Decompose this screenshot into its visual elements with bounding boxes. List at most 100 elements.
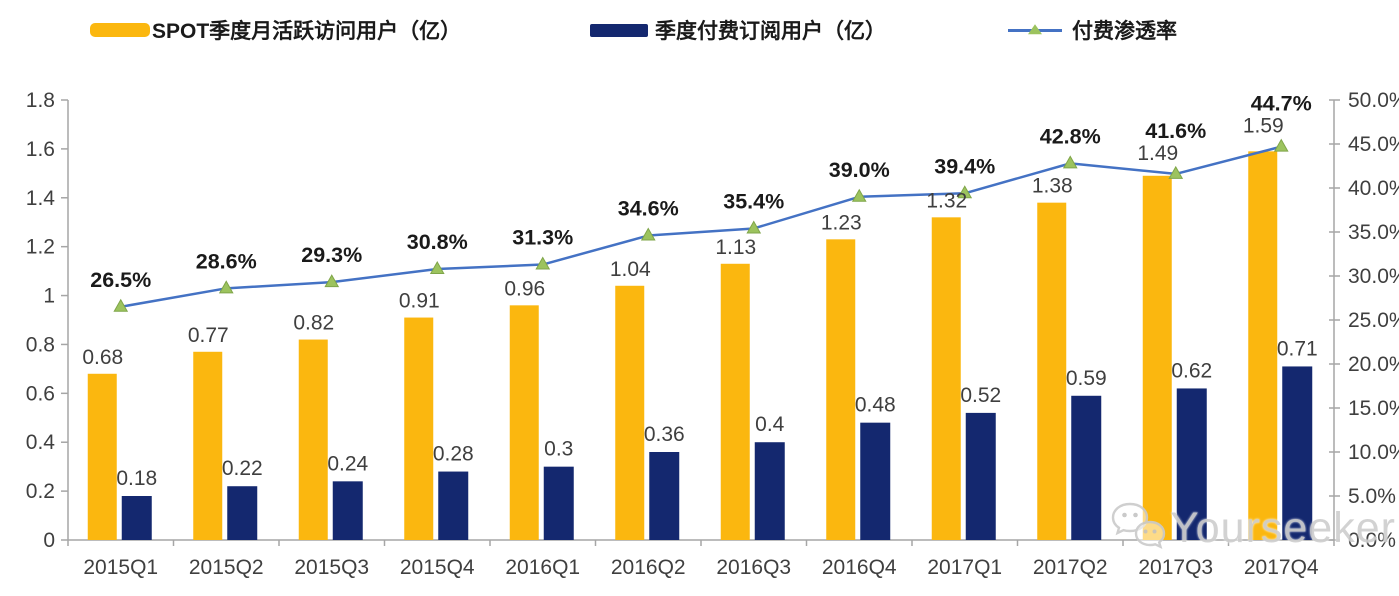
- mau-bar: [615, 285, 645, 540]
- penetration-marker: [851, 188, 867, 202]
- penetration-value-label: 44.7%: [1251, 92, 1312, 116]
- subscribers-value-label: 0.3: [544, 438, 573, 461]
- mau-bar: [193, 351, 223, 540]
- mau-value-label: 1.32: [926, 189, 967, 212]
- subscribers-bar: [121, 496, 152, 540]
- x-axis-tick-label: 2015Q4: [400, 556, 475, 579]
- subscribers-value-label: 0.24: [327, 452, 368, 475]
- penetration-marker: [1168, 165, 1184, 179]
- left-axis-tick-label: 0: [43, 529, 55, 552]
- penetration-legend-swatch: [1008, 24, 1062, 35]
- penetration-value-label: 28.6%: [196, 249, 257, 273]
- right-axis-tick-label: 40.0%: [1348, 177, 1399, 200]
- mau-bar: [826, 239, 856, 541]
- subscribers-bar: [332, 481, 363, 540]
- right-axis-tick-label: 50.0%: [1348, 89, 1399, 112]
- x-axis-tick-label: 2015Q3: [294, 556, 369, 579]
- penetration-value-label: 29.3%: [301, 243, 362, 267]
- mau-legend-swatch: [90, 23, 150, 37]
- penetration-marker: [113, 298, 129, 312]
- penetration-value-label: 42.8%: [1040, 124, 1101, 148]
- mau-bar: [1248, 151, 1278, 541]
- penetration-marker: [324, 274, 340, 288]
- mau-value-label: 1.38: [1032, 175, 1073, 198]
- subscribers-value-label: 0.59: [1066, 367, 1107, 390]
- subscribers-legend-swatch: [590, 23, 648, 37]
- penetration-marker: [1062, 155, 1078, 169]
- subscribers-bar: [649, 452, 680, 540]
- mau-bar: [1142, 175, 1172, 540]
- penetration-value-label: 26.5%: [90, 268, 151, 292]
- penetration-value-label: 39.0%: [829, 158, 890, 182]
- subscribers-value-label: 0.71: [1277, 337, 1318, 360]
- mau-value-label: 0.68: [82, 346, 123, 369]
- subscribers-value-label: 0.52: [960, 384, 1001, 407]
- right-axis-tick-label: 5.0%: [1348, 485, 1396, 508]
- penetration-marker: [218, 280, 234, 294]
- x-axis-tick-label: 2016Q3: [716, 556, 791, 579]
- mau-bar: [509, 305, 539, 540]
- left-axis-tick-label: 0.4: [26, 431, 56, 454]
- right-axis-tick-label: 25.0%: [1348, 309, 1399, 332]
- subscribers-bar: [754, 442, 785, 540]
- subscribers-bar: [438, 471, 469, 540]
- penetration-value-label: 31.3%: [512, 226, 573, 250]
- subscribers-value-label: 0.48: [855, 394, 896, 417]
- x-axis-tick-label: 2015Q2: [189, 556, 264, 579]
- mau-value-label: 0.82: [293, 312, 334, 335]
- right-axis-tick-label: 30.0%: [1348, 265, 1399, 288]
- penetration-value-label: 34.6%: [618, 197, 679, 221]
- right-axis-tick-label: 0.0%: [1348, 529, 1396, 552]
- penetration-line: [120, 145, 1282, 309]
- right-axis-tick-label: 45.0%: [1348, 133, 1399, 156]
- left-axis-tick-label: 1: [43, 285, 55, 308]
- mau-bar: [1037, 202, 1067, 540]
- subscribers-bar: [1282, 366, 1313, 540]
- x-axis-tick-label: 2016Q2: [611, 556, 686, 579]
- mau-bar: [931, 217, 961, 541]
- x-axis-tick-label: 2016Q4: [822, 556, 897, 579]
- left-axis-tick-label: 1.4: [26, 187, 56, 210]
- left-axis-tick-label: 0.2: [26, 480, 55, 503]
- mau-value-label: 1.49: [1137, 142, 1178, 165]
- x-axis-tick-label: 2016Q1: [505, 556, 580, 579]
- subscribers-value-label: 0.18: [116, 467, 157, 490]
- subscribers-bar: [543, 466, 574, 540]
- left-axis-tick-label: 0.8: [26, 333, 55, 356]
- subscribers-bar: [860, 422, 891, 540]
- subscribers-bar: [965, 412, 996, 540]
- subscribers-bar: [1071, 395, 1102, 540]
- penetration-marker: [746, 220, 762, 234]
- penetration-marker: [429, 260, 445, 274]
- mau-value-label: 1.13: [715, 236, 756, 259]
- subscribers-value-label: 0.4: [755, 413, 785, 436]
- penetration-value-label: 39.4%: [934, 154, 995, 178]
- mau-value-label: 1.23: [821, 211, 862, 234]
- right-axis-tick-label: 15.0%: [1348, 397, 1399, 420]
- x-axis-tick-label: 2017Q3: [1138, 556, 1213, 579]
- subscribers-bar: [227, 486, 258, 540]
- x-axis-tick-label: 2017Q2: [1033, 556, 1108, 579]
- penetration-marker: [535, 256, 551, 270]
- subscribers-value-label: 0.36: [644, 423, 685, 446]
- mau-bar: [298, 339, 328, 540]
- mau-bar: [404, 317, 434, 540]
- left-axis-tick-label: 1.6: [26, 138, 55, 161]
- mau-bar: [87, 373, 117, 540]
- subscribers-bar: [1176, 388, 1207, 540]
- mau-value-label: 1.04: [610, 258, 651, 281]
- left-axis-tick-label: 1.8: [26, 89, 55, 112]
- left-axis-tick-label: 0.6: [26, 382, 55, 405]
- mau-value-label: 0.77: [188, 324, 229, 347]
- x-axis-tick-label: 2017Q4: [1244, 556, 1319, 579]
- mau-legend-label: SPOT季度月活跃访问用户（亿）: [152, 20, 462, 43]
- right-axis-tick-label: 20.0%: [1348, 353, 1399, 376]
- penetration-value-label: 35.4%: [723, 189, 784, 213]
- mau-value-label: 0.91: [399, 290, 440, 313]
- triangle-marker-icon: [1028, 24, 1042, 35]
- legend-item-penetration: 付费渗透率: [1008, 16, 1177, 44]
- x-axis-tick-label: 2015Q1: [83, 556, 158, 579]
- penetration-marker: [1273, 138, 1289, 152]
